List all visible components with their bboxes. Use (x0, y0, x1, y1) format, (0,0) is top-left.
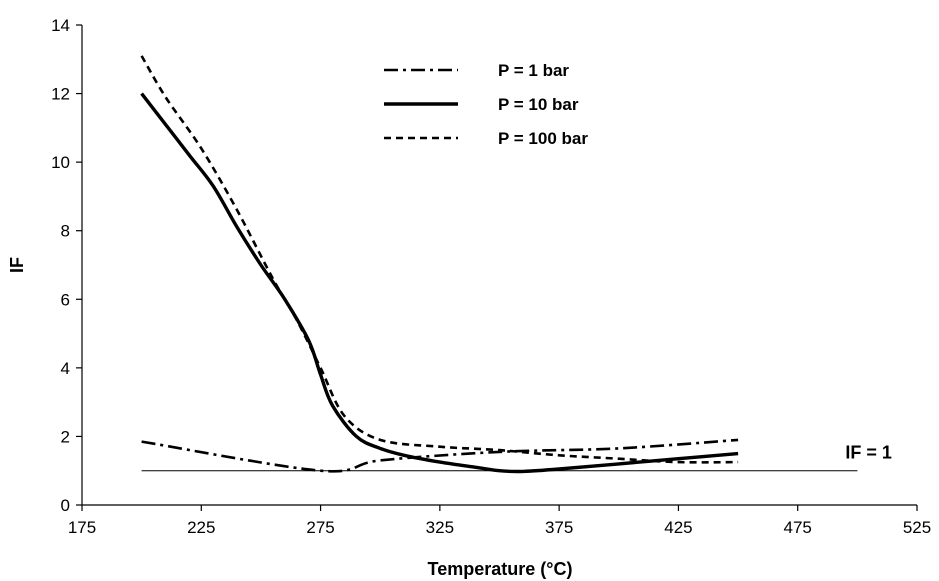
y-tick-label: 8 (61, 222, 70, 241)
y-tick-label: 14 (51, 16, 70, 35)
x-tick-label: 275 (306, 518, 334, 537)
y-tick-label: 12 (51, 85, 70, 104)
x-tick-label: 375 (545, 518, 573, 537)
y-axis-title: IF (7, 257, 27, 273)
annotations: IF = 1 (845, 443, 892, 463)
x-tick-label: 425 (664, 518, 692, 537)
y-tick-label: 4 (61, 359, 70, 378)
series-line-dash-dot (141, 438, 739, 473)
x-tick-label: 175 (68, 518, 96, 537)
legend: P = 1 bar P = 10 bar P = 100 bar (384, 61, 588, 148)
legend-label: P = 10 bar (498, 95, 579, 114)
y-tick-label: 6 (61, 290, 70, 309)
y-tick-label: 10 (51, 153, 70, 172)
annotation-label: IF = 1 (845, 443, 892, 463)
x-tick-label: 525 (903, 518, 931, 537)
legend-label: P = 1 bar (498, 61, 569, 80)
legend-label: P = 100 bar (498, 129, 588, 148)
y-tick-label: 2 (61, 427, 70, 446)
series-line-solid (140, 92, 739, 474)
x-axis-title: Temperature (°C) (428, 559, 573, 579)
series-line-dashed (140, 55, 739, 464)
x-tick-label: 225 (187, 518, 215, 537)
x-tick-label: 325 (426, 518, 454, 537)
series-layer (140, 55, 858, 474)
x-tick-label: 475 (784, 518, 812, 537)
y-tick-label: 0 (61, 496, 70, 515)
axes: 0 2 4 6 8 10 12 14 175 225 275 325 375 425 475 525 (51, 16, 931, 537)
